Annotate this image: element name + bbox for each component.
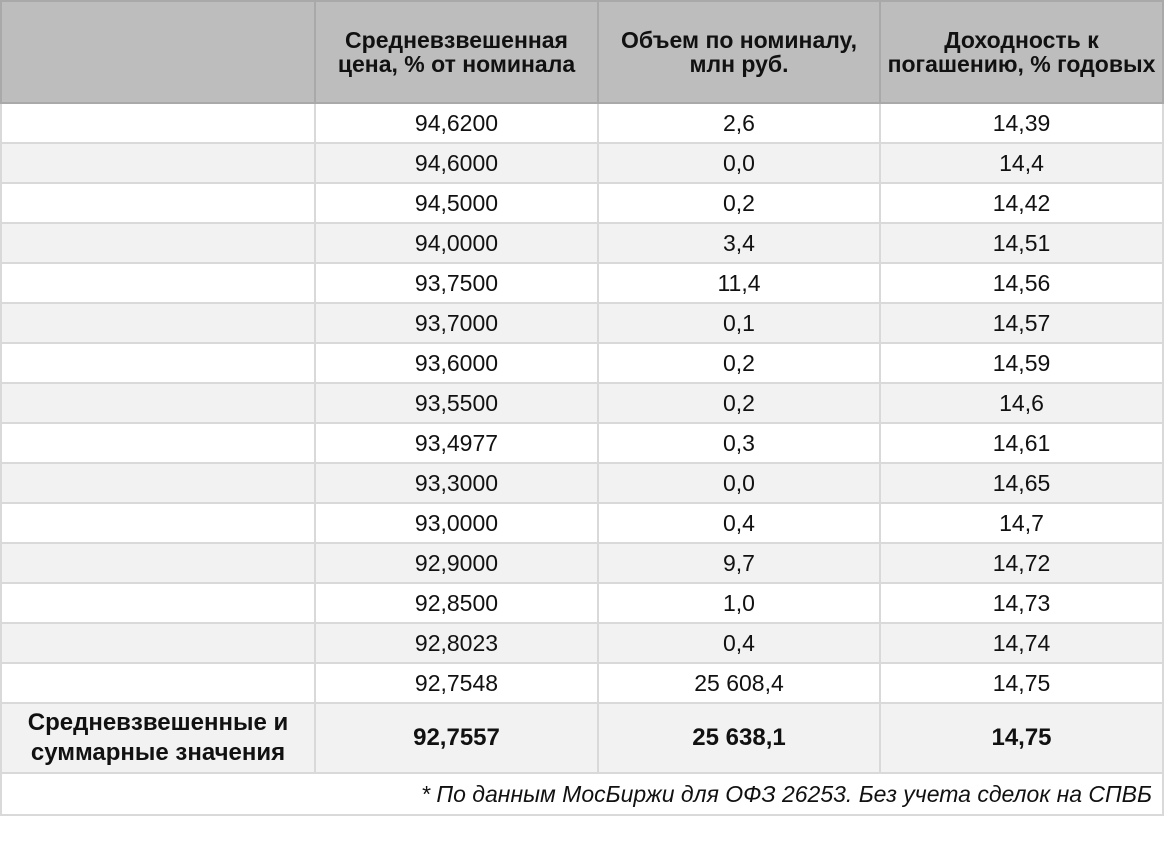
volume-cell: 0,0 [597, 142, 881, 184]
header-yield: Доходность к погашению, % годовых [879, 0, 1164, 104]
row-label [0, 142, 316, 184]
ofz-trades-table: Средневзвешенная цена, % от номинала Объ… [0, 0, 1164, 816]
yield-cell: 14,39 [879, 102, 1164, 144]
volume-cell: 0,4 [597, 502, 881, 544]
volume-cell: 0,2 [597, 382, 881, 424]
table-header: Средневзвешенная цена, % от номинала Объ… [0, 0, 1164, 104]
price-cell: 94,5000 [314, 182, 599, 224]
yield-cell: 14,51 [879, 222, 1164, 264]
total-row: Средневзвешенные и суммарные значения 92… [0, 702, 1164, 774]
yield-cell: 14,75 [879, 662, 1164, 704]
price-cell: 93,6000 [314, 342, 599, 384]
volume-cell: 25 608,4 [597, 662, 881, 704]
yield-cell: 14,56 [879, 262, 1164, 304]
volume-cell: 3,4 [597, 222, 881, 264]
price-cell: 92,9000 [314, 542, 599, 584]
total-volume: 25 638,1 [597, 702, 881, 774]
total-price: 92,7557 [314, 702, 599, 774]
row-label [0, 382, 316, 424]
yield-cell: 14,72 [879, 542, 1164, 584]
table-row: 93,6000 0,2 14,59 [0, 342, 1164, 384]
table-body: 94,6200 2,6 14,39 94,6000 0,0 14,4 94,5000 0,… [0, 102, 1164, 816]
total-label: Средневзвешенные и суммарные значения [0, 702, 316, 774]
yield-cell: 14,57 [879, 302, 1164, 344]
yield-cell: 14,4 [879, 142, 1164, 184]
yield-cell: 14,74 [879, 622, 1164, 664]
yield-cell: 14,65 [879, 462, 1164, 504]
header-price: Средневзвешенная цена, % от номинала [314, 0, 599, 104]
row-label [0, 622, 316, 664]
price-cell: 92,8500 [314, 582, 599, 624]
row-label [0, 462, 316, 504]
volume-cell: 0,0 [597, 462, 881, 504]
yield-cell: 14,6 [879, 382, 1164, 424]
table-row: 92,7548 25 608,4 14,75 [0, 662, 1164, 704]
header-empty [0, 0, 316, 104]
price-cell: 93,7500 [314, 262, 599, 304]
price-cell: 93,5500 [314, 382, 599, 424]
table-row: 93,5500 0,2 14,6 [0, 382, 1164, 424]
row-label [0, 502, 316, 544]
price-cell: 93,0000 [314, 502, 599, 544]
row-label [0, 302, 316, 344]
yield-cell: 14,42 [879, 182, 1164, 224]
row-label [0, 582, 316, 624]
yield-cell: 14,59 [879, 342, 1164, 384]
row-label [0, 662, 316, 704]
volume-cell: 0,4 [597, 622, 881, 664]
table-row: 94,5000 0,2 14,42 [0, 182, 1164, 224]
row-label [0, 262, 316, 304]
yield-cell: 14,61 [879, 422, 1164, 464]
table-row: 92,8500 1,0 14,73 [0, 582, 1164, 624]
price-cell: 93,3000 [314, 462, 599, 504]
table-row: 92,8023 0,4 14,74 [0, 622, 1164, 664]
yield-cell: 14,73 [879, 582, 1164, 624]
row-label [0, 542, 316, 584]
table-row: 94,6000 0,0 14,4 [0, 142, 1164, 184]
table-row: 92,9000 9,7 14,72 [0, 542, 1164, 584]
header-row: Средневзвешенная цена, % от номинала Объ… [0, 0, 1164, 104]
row-label [0, 222, 316, 264]
volume-cell: 2,6 [597, 102, 881, 144]
volume-cell: 0,2 [597, 182, 881, 224]
row-label [0, 342, 316, 384]
volume-cell: 0,1 [597, 302, 881, 344]
volume-cell: 1,0 [597, 582, 881, 624]
footnote-row: * По данным МосБиржи для ОФЗ 26253. Без … [0, 772, 1164, 816]
volume-cell: 0,2 [597, 342, 881, 384]
header-volume: Объем по номиналу, млн руб. [597, 0, 881, 104]
price-cell: 94,6200 [314, 102, 599, 144]
table-row: 93,7500 11,4 14,56 [0, 262, 1164, 304]
price-cell: 92,8023 [314, 622, 599, 664]
volume-cell: 11,4 [597, 262, 881, 304]
table-row: 93,4977 0,3 14,61 [0, 422, 1164, 464]
volume-cell: 9,7 [597, 542, 881, 584]
total-yield: 14,75 [879, 702, 1164, 774]
price-cell: 93,4977 [314, 422, 599, 464]
table-row: 93,0000 0,4 14,7 [0, 502, 1164, 544]
row-label [0, 422, 316, 464]
price-cell: 94,6000 [314, 142, 599, 184]
table-row: 94,0000 3,4 14,51 [0, 222, 1164, 264]
table-row: 93,7000 0,1 14,57 [0, 302, 1164, 344]
table-row: 93,3000 0,0 14,65 [0, 462, 1164, 504]
price-cell: 92,7548 [314, 662, 599, 704]
price-cell: 93,7000 [314, 302, 599, 344]
volume-cell: 0,3 [597, 422, 881, 464]
yield-cell: 14,7 [879, 502, 1164, 544]
price-cell: 94,0000 [314, 222, 599, 264]
table-row: 94,6200 2,6 14,39 [0, 102, 1164, 144]
footnote: * По данным МосБиржи для ОФЗ 26253. Без … [0, 772, 1164, 816]
row-label [0, 182, 316, 224]
row-label [0, 102, 316, 144]
